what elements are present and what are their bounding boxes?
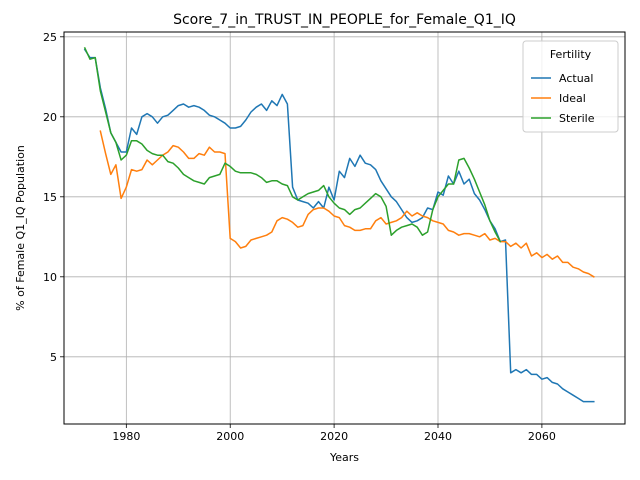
legend-label-sterile: Sterile: [559, 112, 595, 125]
plot-frame: [63, 31, 626, 425]
legend-title: Fertility: [550, 48, 592, 61]
x-tick-label: 2060: [528, 430, 556, 443]
y-tick-label: 15: [43, 191, 57, 204]
y-tick-label: 20: [43, 111, 57, 124]
axis-ticks: 1980 2000 2020 2040 2060 5 10 15 20 25: [43, 31, 556, 443]
x-tick-label: 2040: [424, 430, 452, 443]
y-axis-label: % of Female Q1_IQ Population: [14, 145, 27, 311]
legend-label-ideal: Ideal: [559, 92, 586, 105]
chart-title: Score_7_in_TRUST_IN_PEOPLE_for_Female_Q1…: [173, 12, 516, 28]
legend-box: [522, 40, 619, 133]
x-tick-label: 2020: [320, 430, 348, 443]
legend-label-actual: Actual: [559, 72, 593, 85]
x-tick-label: 2000: [216, 430, 244, 443]
series-line-actual: [83, 48, 595, 403]
x-tick-label: 1980: [112, 430, 140, 443]
y-tick-label: 10: [43, 271, 57, 284]
series-lines: [83, 47, 595, 403]
x-axis-label: Years: [329, 451, 359, 464]
legend: Fertility Actual Ideal Sterile: [522, 40, 619, 133]
series-line-ideal: [99, 130, 595, 278]
y-tick-label: 25: [43, 31, 57, 44]
series-line-sterile: [83, 47, 502, 243]
legend-items: Actual Ideal Sterile: [531, 72, 595, 125]
y-tick-label: 5: [50, 351, 57, 364]
